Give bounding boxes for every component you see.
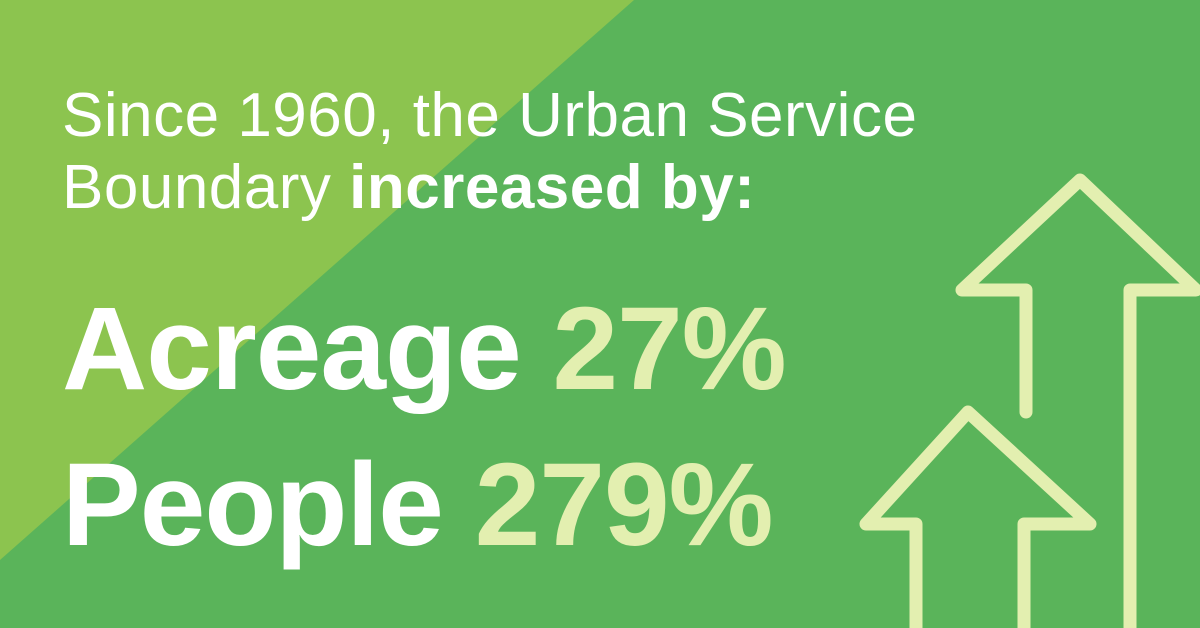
background-corner-wedge — [0, 0, 634, 560]
stat-label: Acreage — [62, 283, 522, 415]
stat-label: People — [62, 439, 444, 571]
headline-line-1: Since 1960, the Urban Service — [62, 81, 918, 150]
headline-line-2-bold: increased by: — [349, 153, 756, 222]
stat-acreage: Acreage 27% — [62, 290, 787, 408]
stat-value: 27% — [552, 283, 787, 415]
up-arrow-icon — [955, 173, 1200, 628]
stat-people: People 279% — [62, 446, 774, 564]
up-arrow-icon — [859, 405, 1097, 628]
stat-value: 279% — [474, 439, 774, 571]
headline-line-2-regular: Boundary — [62, 153, 350, 222]
headline-line-2: Boundary increased by: — [62, 152, 1142, 224]
headline: Since 1960, the Urban Service Boundary i… — [62, 80, 1142, 224]
